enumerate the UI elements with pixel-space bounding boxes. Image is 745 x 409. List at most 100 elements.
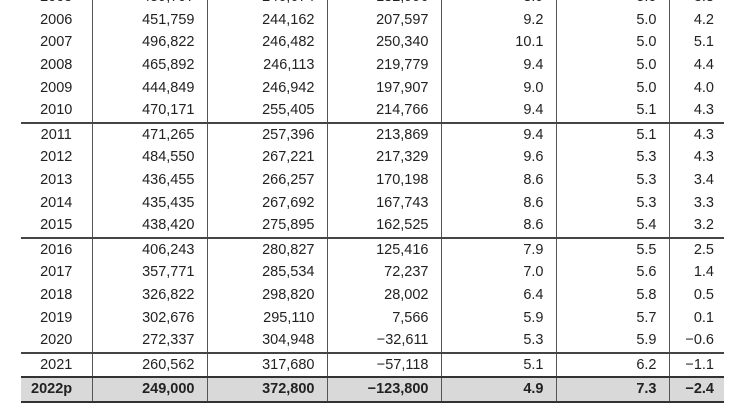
value-cell: 197,907 xyxy=(326,76,441,99)
value-cell: 357,771 xyxy=(91,261,207,284)
value-cell: 406,243 xyxy=(91,236,207,262)
rate-cell: 7.9 xyxy=(440,236,556,262)
value-cell: 162,525 xyxy=(326,213,441,238)
table-row: 2018 326,822 298,820 28,002 6.4 5.8 0.5 xyxy=(21,283,724,307)
rate-cell: 3.2 xyxy=(668,213,724,238)
value-cell: 438,420 xyxy=(91,213,207,238)
value-cell: −32,611 xyxy=(326,328,441,353)
year-cell: 2020 xyxy=(40,332,73,349)
value-cell: 246,942 xyxy=(206,76,327,99)
rate-cell: 5.0 xyxy=(555,53,669,77)
rate-cell: 5.0 xyxy=(555,0,669,9)
value-cell: 125,416 xyxy=(326,236,441,262)
value-cell: 7,566 xyxy=(326,306,441,329)
rate-cell: 9.4 xyxy=(440,121,556,147)
table-row: 2007 496,822 246,482 250,340 10.1 5.0 5.… xyxy=(21,31,724,54)
rate-cell: 5.0 xyxy=(555,76,669,99)
table-row: 2021 260,562 317,680 −57,118 5.1 6.2 −1.… xyxy=(21,351,724,378)
value-cell: −57,118 xyxy=(326,351,441,378)
rate-cell: −1.1 xyxy=(668,351,724,378)
rate-cell: 5.9 xyxy=(440,306,556,329)
rate-cell: 4.3 xyxy=(668,121,724,147)
value-cell: 436,455 xyxy=(91,168,207,192)
year-cell: 2021 xyxy=(21,351,92,378)
rate-cell: 4.3 xyxy=(668,98,724,123)
rate-cell: 3.3 xyxy=(668,191,724,214)
rate-cell: 4.0 xyxy=(668,76,724,99)
year-cell: 2005 xyxy=(21,0,92,9)
rate-cell: 1.4 xyxy=(668,261,724,284)
rate-cell: 7.0 xyxy=(440,261,556,284)
value-cell: 451,759 xyxy=(91,8,207,32)
value-cell: 72,237 xyxy=(326,261,441,284)
rate-cell: 5.3 xyxy=(440,328,556,353)
value-cell: 267,221 xyxy=(206,146,327,169)
value-cell: 246,113 xyxy=(206,53,327,77)
table-row: 2005 459,797 246,674 182,996 8.9 5.0 3.8 xyxy=(21,0,724,9)
year-cell: 2013 xyxy=(40,172,73,189)
rate-cell: 5.3 xyxy=(555,191,669,214)
year-cell: 2017 xyxy=(40,264,73,281)
value-cell: 304,948 xyxy=(206,328,327,353)
rate-cell: 9.4 xyxy=(440,53,556,77)
rate-cell: 10.1 xyxy=(440,31,556,54)
rate-cell: 3.8 xyxy=(668,0,724,9)
table-row: 2010 470,171 255,405 214,766 9.4 5.1 4.3 xyxy=(21,98,724,123)
year-cell: 2015 xyxy=(40,217,73,234)
table-row: 2013 436,455 266,257 170,198 8.6 5.3 3.4 xyxy=(21,168,724,192)
value-cell: 214,766 xyxy=(326,98,441,123)
value-cell: 295,110 xyxy=(206,306,327,329)
table-row: 2012 484,550 267,221 217,329 9.6 5.3 4.3 xyxy=(21,146,724,169)
rate-cell: 5.1 xyxy=(668,31,724,54)
table-row: 2016 406,243 280,827 125,416 7.9 5.5 2.5 xyxy=(21,236,724,262)
value-cell: 167,743 xyxy=(326,191,441,214)
rate-cell: 4.4 xyxy=(668,53,724,77)
rate-cell: 5.0 xyxy=(555,31,669,54)
rate-cell: 5.0 xyxy=(555,8,669,32)
rate-cell: 2.5 xyxy=(668,236,724,262)
year-cell: 2009 xyxy=(40,79,73,96)
value-cell: 326,822 xyxy=(91,283,207,307)
rate-cell: 9.4 xyxy=(440,98,556,123)
value-cell: 459,797 xyxy=(91,0,207,9)
value-cell: −123,800 xyxy=(326,376,441,403)
value-cell: 302,676 xyxy=(91,306,207,329)
rate-cell: −0.6 xyxy=(668,328,724,353)
year-cell: 2006 xyxy=(40,11,73,28)
table-row: 2011 471,265 257,396 213,869 9.4 5.1 4.3 xyxy=(21,121,724,147)
rate-cell: 5.6 xyxy=(555,261,669,284)
rate-cell: 4.2 xyxy=(668,8,724,32)
rate-cell: −2.4 xyxy=(668,376,724,403)
year-cell: 2012 xyxy=(40,149,73,166)
rate-cell: 5.4 xyxy=(555,213,669,238)
value-cell: 484,550 xyxy=(91,146,207,169)
value-cell: 435,435 xyxy=(91,191,207,214)
table-row: 2015 438,420 275,895 162,525 8.6 5.4 3.2 xyxy=(21,213,724,238)
rate-cell: 8.6 xyxy=(440,213,556,238)
value-cell: 275,895 xyxy=(206,213,327,238)
value-cell: 272,337 xyxy=(91,328,207,353)
value-cell: 207,597 xyxy=(326,8,441,32)
value-cell: 280,827 xyxy=(206,236,327,262)
table-row: 2006 451,759 244,162 207,597 9.2 5.0 4.2 xyxy=(21,8,724,32)
value-cell: 213,869 xyxy=(326,121,441,147)
value-cell: 465,892 xyxy=(91,53,207,77)
value-cell: 372,800 xyxy=(206,376,327,403)
rate-cell: 9.2 xyxy=(440,8,556,32)
rate-cell: 5.1 xyxy=(440,351,556,378)
value-cell: 28,002 xyxy=(326,283,441,307)
table-row: 2009 444,849 246,942 197,907 9.0 5.0 4.0 xyxy=(21,76,724,99)
value-cell: 257,396 xyxy=(206,121,327,147)
value-cell: 249,000 xyxy=(91,376,207,403)
table-row: 2020 272,337 304,948 −32,611 5.3 5.9 −0.… xyxy=(21,328,724,353)
value-cell: 298,820 xyxy=(206,283,327,307)
rate-cell: 5.1 xyxy=(555,98,669,123)
year-cell: 2018 xyxy=(40,287,73,304)
year-cell: 2011 xyxy=(21,121,92,147)
value-cell: 496,822 xyxy=(91,31,207,54)
table-row: 2008 465,892 246,113 219,779 9.4 5.0 4.4 xyxy=(21,53,724,77)
rate-cell: 5.7 xyxy=(555,306,669,329)
value-cell: 255,405 xyxy=(206,98,327,123)
population-statistics-table: 2005 459,797 246,674 182,996 8.9 5.0 3.8… xyxy=(21,0,724,403)
